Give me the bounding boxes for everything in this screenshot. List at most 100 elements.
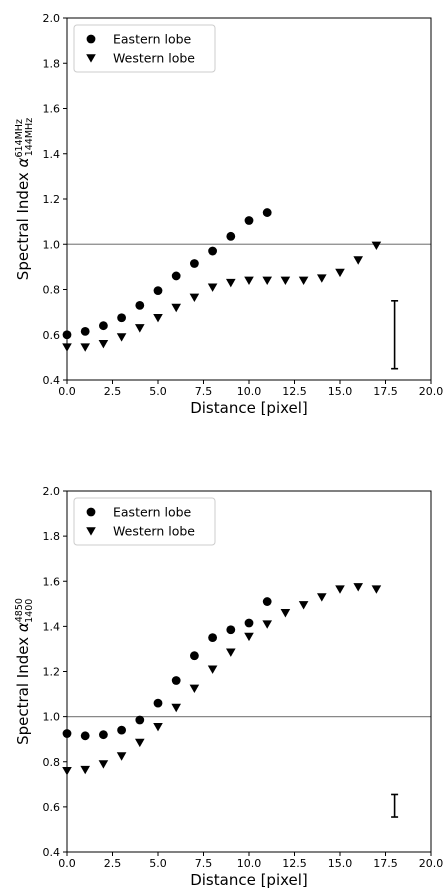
data-point-circle <box>190 259 199 268</box>
data-point-triangle <box>226 648 236 657</box>
x-tick-label: 5.0 <box>149 385 167 398</box>
data-point-triangle <box>207 283 218 292</box>
data-point-circle <box>171 676 181 685</box>
x-tick-label: 2.5 <box>104 385 122 398</box>
y-tick-label: 2.0 <box>43 485 61 498</box>
y-axis-label-subscript: 1400 <box>24 599 35 623</box>
data-point-circle <box>171 271 181 281</box>
data-point-triangle <box>135 324 145 333</box>
series-western-lobe <box>62 241 382 352</box>
y-tick-label: 1.6 <box>43 575 61 588</box>
legend-label: Western lobe <box>113 51 195 66</box>
data-point-triangle <box>280 609 291 618</box>
x-axis-label: Distance [pixel] <box>190 399 308 417</box>
y-tick-label: 0.4 <box>43 846 61 859</box>
series-western-lobe <box>62 583 382 776</box>
x-tick-label: 15.0 <box>328 857 353 870</box>
y-tick-label: 1.4 <box>43 620 61 633</box>
data-point-circle <box>80 731 90 741</box>
x-tick-label: 0.0 <box>58 857 76 870</box>
x-tick-label: 2.5 <box>104 857 122 870</box>
data-point-circle <box>244 216 254 225</box>
x-tick-label: 7.5 <box>195 385 213 398</box>
x-tick-label: 7.5 <box>195 857 213 870</box>
error-bar <box>391 793 399 818</box>
data-point-circle <box>262 597 272 606</box>
x-tick-label: 5.0 <box>149 857 167 870</box>
data-point-circle <box>244 618 254 628</box>
y-axis-label: Spectral Index α614MHz144MHz <box>14 118 35 280</box>
data-point-circle <box>80 326 90 336</box>
y-tick-label: 1.8 <box>43 530 61 543</box>
y-axis-label-superscript: 614MHz <box>14 119 25 157</box>
data-point-circle <box>262 208 272 217</box>
data-point-triangle <box>317 274 327 283</box>
y-axis-label-alpha: α <box>14 622 32 632</box>
x-tick-label: 12.5 <box>282 385 307 398</box>
data-point-circle <box>135 715 145 725</box>
data-point-circle <box>99 730 108 740</box>
data-point-triangle <box>80 343 90 352</box>
y-tick-label: 0.8 <box>43 756 61 769</box>
data-point-triangle <box>298 601 309 610</box>
data-point-triangle <box>262 620 272 629</box>
data-point-triangle <box>335 268 345 278</box>
data-point-triangle <box>335 585 345 594</box>
y-tick-label: 1.4 <box>43 148 61 161</box>
y-tick-label: 1.6 <box>43 103 61 116</box>
data-point-circle <box>208 246 218 256</box>
data-point-triangle <box>171 303 181 313</box>
data-point-triangle <box>135 738 145 748</box>
data-point-triangle <box>280 276 291 286</box>
data-point-triangle <box>298 276 309 286</box>
x-tick-label: 15.0 <box>328 385 353 398</box>
legend-marker-circle <box>86 507 96 517</box>
x-tick-label: 20.0 <box>419 857 444 870</box>
y-tick-label: 1.0 <box>43 238 61 251</box>
data-point-triangle <box>171 703 181 713</box>
data-point-triangle <box>116 333 127 342</box>
y-tick-label: 0.4 <box>43 374 61 387</box>
x-tick-label: 10.0 <box>237 857 262 870</box>
x-tick-label: 17.5 <box>373 385 398 398</box>
x-tick-label: 20.0 <box>419 385 444 398</box>
data-point-circle <box>226 231 236 241</box>
series-eastern-lobe <box>62 597 272 741</box>
data-point-circle <box>190 651 199 661</box>
x-tick-label: 10.0 <box>237 385 262 398</box>
legend-label: Eastern lobe <box>113 505 192 520</box>
data-point-triangle <box>207 665 218 674</box>
data-point-triangle <box>226 278 236 288</box>
series-eastern-lobe <box>62 208 272 340</box>
chart-panel-1: 0.0 2.5 5.0 7.5 10.0 12.5 15.0 17.5 20.0 0.4 0.6 0.… <box>14 12 443 417</box>
y-tick-label: 0.8 <box>43 284 61 297</box>
legend-box <box>73 24 216 73</box>
x-tick-label: 17.5 <box>373 857 398 870</box>
legend: Eastern lobe Western lobe <box>73 497 216 546</box>
data-point-triangle <box>353 256 363 265</box>
error-bar <box>391 300 399 370</box>
data-point-triangle <box>244 276 254 286</box>
y-tick-label: 0.6 <box>43 329 61 342</box>
y-tick-label: 1.2 <box>43 193 61 206</box>
data-point-triangle <box>371 241 382 250</box>
y-tick-label: 0.6 <box>43 801 61 814</box>
y-axis-label: Spectral Index α48501400 <box>14 598 35 745</box>
data-point-triangle <box>153 313 163 323</box>
legend-box <box>73 497 216 546</box>
data-point-circle <box>99 321 108 331</box>
data-point-circle <box>117 313 126 323</box>
data-point-triangle <box>189 684 200 694</box>
legend-marker-circle <box>86 34 96 44</box>
y-tick-label: 1.0 <box>43 711 61 724</box>
data-point-triangle <box>353 583 363 592</box>
legend-label: Eastern lobe <box>113 32 192 47</box>
data-point-circle <box>226 625 236 635</box>
y-axis-label-alpha: α <box>14 157 32 167</box>
data-point-triangle <box>98 340 109 349</box>
x-tick-label: 0.0 <box>58 385 76 398</box>
y-axis-label-subscript: 144MHz <box>24 118 35 156</box>
data-point-triangle <box>371 585 382 594</box>
legend: Eastern lobe Western lobe <box>73 24 216 73</box>
